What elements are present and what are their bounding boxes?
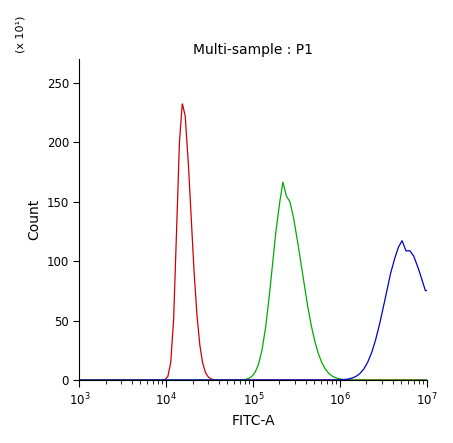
Title: Multi-sample : P1: Multi-sample : P1 (193, 43, 313, 57)
Y-axis label: Count: Count (27, 199, 41, 240)
Text: (x 10¹): (x 10¹) (15, 16, 25, 53)
X-axis label: FITC-A: FITC-A (231, 414, 275, 428)
